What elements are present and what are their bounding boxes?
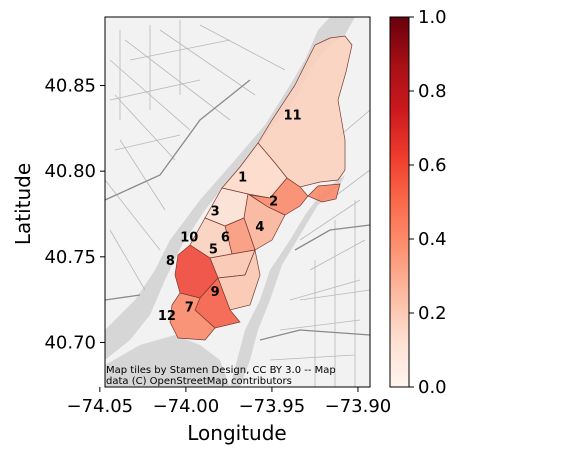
y-tick-label: 40.70 <box>44 332 96 353</box>
region-label-1: 1 <box>238 170 247 185</box>
region-label-8: 8 <box>166 254 175 269</box>
x-tick-label: −74.00 <box>153 396 220 417</box>
east-river <box>230 175 345 387</box>
region-label-5: 5 <box>209 242 218 257</box>
road-network <box>105 20 370 387</box>
region-label-12: 12 <box>158 309 176 324</box>
x-axis: −74.05 −74.00 −73.95 −73.90 <box>67 387 392 417</box>
x-tick-label: −74.05 <box>67 396 134 417</box>
axes-frame <box>104 16 371 388</box>
highways <box>105 79 370 341</box>
region-label-9: 9 <box>211 285 220 300</box>
region-label-11: 11 <box>284 109 302 124</box>
attribution-line-2: data (C) OpenStreetMap contributors <box>106 376 292 387</box>
region-label-2: 2 <box>269 194 278 209</box>
y-tick-label: 40.80 <box>44 161 96 182</box>
harbor <box>105 335 230 387</box>
region-label-6: 6 <box>221 230 230 245</box>
y-tick-label: 40.75 <box>44 247 96 268</box>
region-label-4: 4 <box>255 220 264 235</box>
colorbar-tick-label: 0.4 <box>418 229 447 250</box>
x-tick-label: −73.90 <box>325 396 392 417</box>
map-attribution: Map tiles by Stamen Design, CC BY 3.0 --… <box>106 365 336 387</box>
x-axis-label: Longitude <box>187 421 286 445</box>
colorbar-tick-label: 1.0 <box>418 7 447 28</box>
colorbar-tick-label: 0.0 <box>418 377 447 398</box>
region-label-7: 7 <box>185 300 194 315</box>
region-12 <box>169 292 216 341</box>
region-extra <box>307 183 341 203</box>
y-tick-label: 40.85 <box>44 76 96 97</box>
colorbar-tick-label: 0.6 <box>418 155 447 176</box>
region-label-3: 3 <box>211 205 220 220</box>
attribution-line-1: Map tiles by Stamen Design, CC BY 3.0 --… <box>106 365 336 376</box>
x-tick-label: −73.95 <box>239 396 306 417</box>
region-1 <box>221 142 288 199</box>
choropleth-regions <box>169 35 353 341</box>
colorbar-tick-label: 0.2 <box>418 303 447 324</box>
y-axis: 40.70 40.75 40.80 40.85 <box>44 76 105 353</box>
colorbar-ticks: 0.0 0.2 0.4 0.6 0.8 1.0 <box>409 7 447 398</box>
colorbar <box>389 16 410 388</box>
y-axis-label: Latitude <box>11 163 35 245</box>
region-label-10: 10 <box>180 230 198 245</box>
colorbar-tick-label: 0.8 <box>418 81 447 102</box>
